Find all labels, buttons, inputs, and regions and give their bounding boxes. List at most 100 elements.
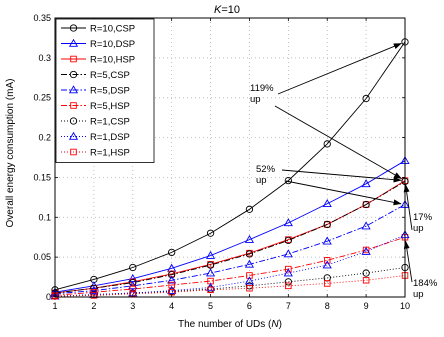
annotation-arrow [274,105,402,180]
annotation-line: up [413,289,424,300]
data-point-r-5-hsp [129,285,137,293]
data-point-r-5-csp [168,271,176,279]
series-line-r-5-dsp [54,204,406,295]
series-line-r-5-csp [54,181,406,294]
data-point-r-10-csp [206,229,215,237]
data-point-r-10-csp [362,94,370,103]
x-tick-label: 10 [400,301,410,311]
data-point-r-10-dsp [244,234,255,243]
data-point-r-1-dsp [283,268,293,277]
series-line-r-10-hsp [54,180,406,294]
legend-box [55,18,155,163]
annotation-line: 17% [413,212,433,223]
data-point-r-10-dsp [322,199,332,208]
data-point-r-10-csp [284,176,292,185]
legend-label: R=5,HSP [90,101,130,112]
data-point-r-1-hsp [362,277,370,284]
legend-label: R=5,DSP [90,86,130,97]
y-tick-label: 0.35 [33,13,51,23]
legend-marker [69,70,78,79]
x-tick-label: 3 [130,301,135,311]
chart-title: K=10 [214,4,240,16]
y-tick-label: 0.25 [33,93,51,103]
annotation-line: 184% [413,278,438,289]
data-point-r-5-dsp [361,221,371,230]
data-point-r-1-csp [362,269,370,277]
y-tick-label: 0.3 [38,53,51,63]
legend-marker [68,131,79,140]
data-point-r-1-csp [284,278,292,286]
chart-title-value: =10 [221,4,240,16]
annotation-arrow [277,43,402,95]
data-point-r-5-hsp [246,272,253,279]
annotation-line: 119% [250,83,274,94]
legend-label: R=10,CSP [90,24,135,35]
legend-marker [68,85,79,94]
series-line-r-10-dsp [54,160,406,293]
x-tick-label: 2 [91,301,96,311]
x-axis-label: The number of UDs (N) [178,319,282,330]
annotation-line: up [256,175,267,186]
data-point-r-5-dsp [205,268,216,277]
x-tick-label: 6 [247,301,252,311]
y-tick-label: 0 [46,292,51,302]
annotation-text: 52% up [256,164,276,186]
x-axis-label-variable: N [271,319,279,330]
data-point-r-10-dsp [283,218,293,227]
series-markers [50,38,410,300]
data-point-r-1-dsp [361,246,371,255]
axes-frame [54,17,406,298]
y-tick-label: 0.2 [38,133,51,143]
data-point-r-10-csp [245,205,254,213]
data-point-r-1-hsp [207,286,214,294]
x-tick-label: 8 [325,301,330,311]
data-point-r-5-hsp [285,265,292,273]
data-point-r-5-csp [323,220,331,229]
data-point-r-5-csp [362,200,370,209]
data-point-r-5-dsp [89,285,99,294]
series-line-r-5-hsp [54,236,406,296]
data-point-r-10-dsp [361,179,371,188]
y-axis-label: Overall energy consumption (mA) [5,79,16,228]
data-point-r-1-hsp [90,292,98,299]
y-tick-label: 0.05 [33,252,51,262]
data-point-r-1-hsp [285,282,292,290]
data-point-r-5-dsp [322,236,332,245]
annotation-arrow [403,240,413,283]
axis-ticks: 1 2 3 4 5 6 7 8 9 10 0 0.05 0.1 0.15 0.2 0.25 0.3 0.35 [33,13,410,311]
series-line-r-10-csp [54,41,406,291]
data-point-r-5-dsp [283,249,293,258]
data-point-r-5-csp [284,236,292,245]
annotation-line: up [250,94,261,105]
annotation-text: 119% up [250,83,274,105]
legend-marker [70,148,77,156]
data-point-r-1-hsp [323,280,331,287]
annotation-text: 184% up [413,278,438,300]
legend-label: R=10,DSP [90,39,135,50]
series-line-r-1-csp [54,267,406,297]
y-tick-label: 0.1 [38,212,51,222]
series-line-r-1-dsp [54,234,406,297]
x-tick-label: 1 [52,301,57,311]
data-point-r-1-dsp [322,260,332,269]
x-tick-label: 4 [169,301,174,311]
data-point-r-10-dsp [205,250,216,259]
data-point-r-1-dsp [244,276,255,285]
legend-label: R=1,DSP [90,132,130,143]
data-point-r-5-dsp [167,275,177,284]
y-tick-label: 0.15 [33,172,51,182]
x-tick-label: 5 [208,301,213,311]
legend-label: R=10,HSP [90,55,135,66]
chart-title-variable: K [214,4,222,16]
x-tick-label: 9 [364,301,369,311]
annotation-arrow [403,184,413,231]
annotation-line: 52% [256,164,276,175]
data-point-r-10-csp [323,140,331,148]
legend-marker [68,38,79,47]
data-point-r-5-dsp [244,259,255,268]
series-lines [54,41,406,297]
legend-label: R=1,CSP [90,117,130,128]
